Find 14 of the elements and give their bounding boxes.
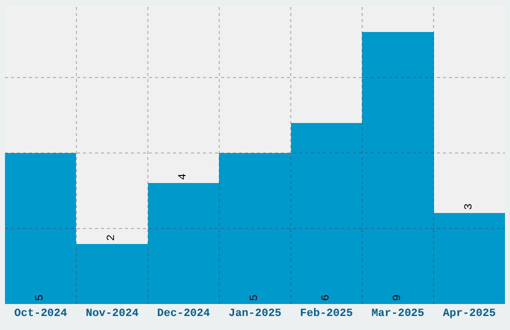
x-tick-label: Oct-2024	[14, 308, 68, 320]
data-label: 4	[178, 173, 190, 180]
data-label: 2	[106, 234, 118, 241]
x-tick-label: Feb-2025	[300, 308, 354, 320]
data-label: 5	[34, 294, 46, 301]
data-label: 5	[249, 294, 261, 301]
data-label: 9	[392, 294, 404, 301]
x-tick-label: Dec-2024	[157, 308, 210, 320]
x-tick-label: Apr-2025	[442, 308, 496, 320]
x-tick-label: Mar-2025	[371, 308, 425, 320]
x-tick-label: Nov-2024	[86, 308, 139, 320]
x-tick-label: Jan-2025	[228, 308, 282, 320]
data-label: 3	[464, 203, 476, 210]
data-label: 6	[320, 294, 332, 301]
